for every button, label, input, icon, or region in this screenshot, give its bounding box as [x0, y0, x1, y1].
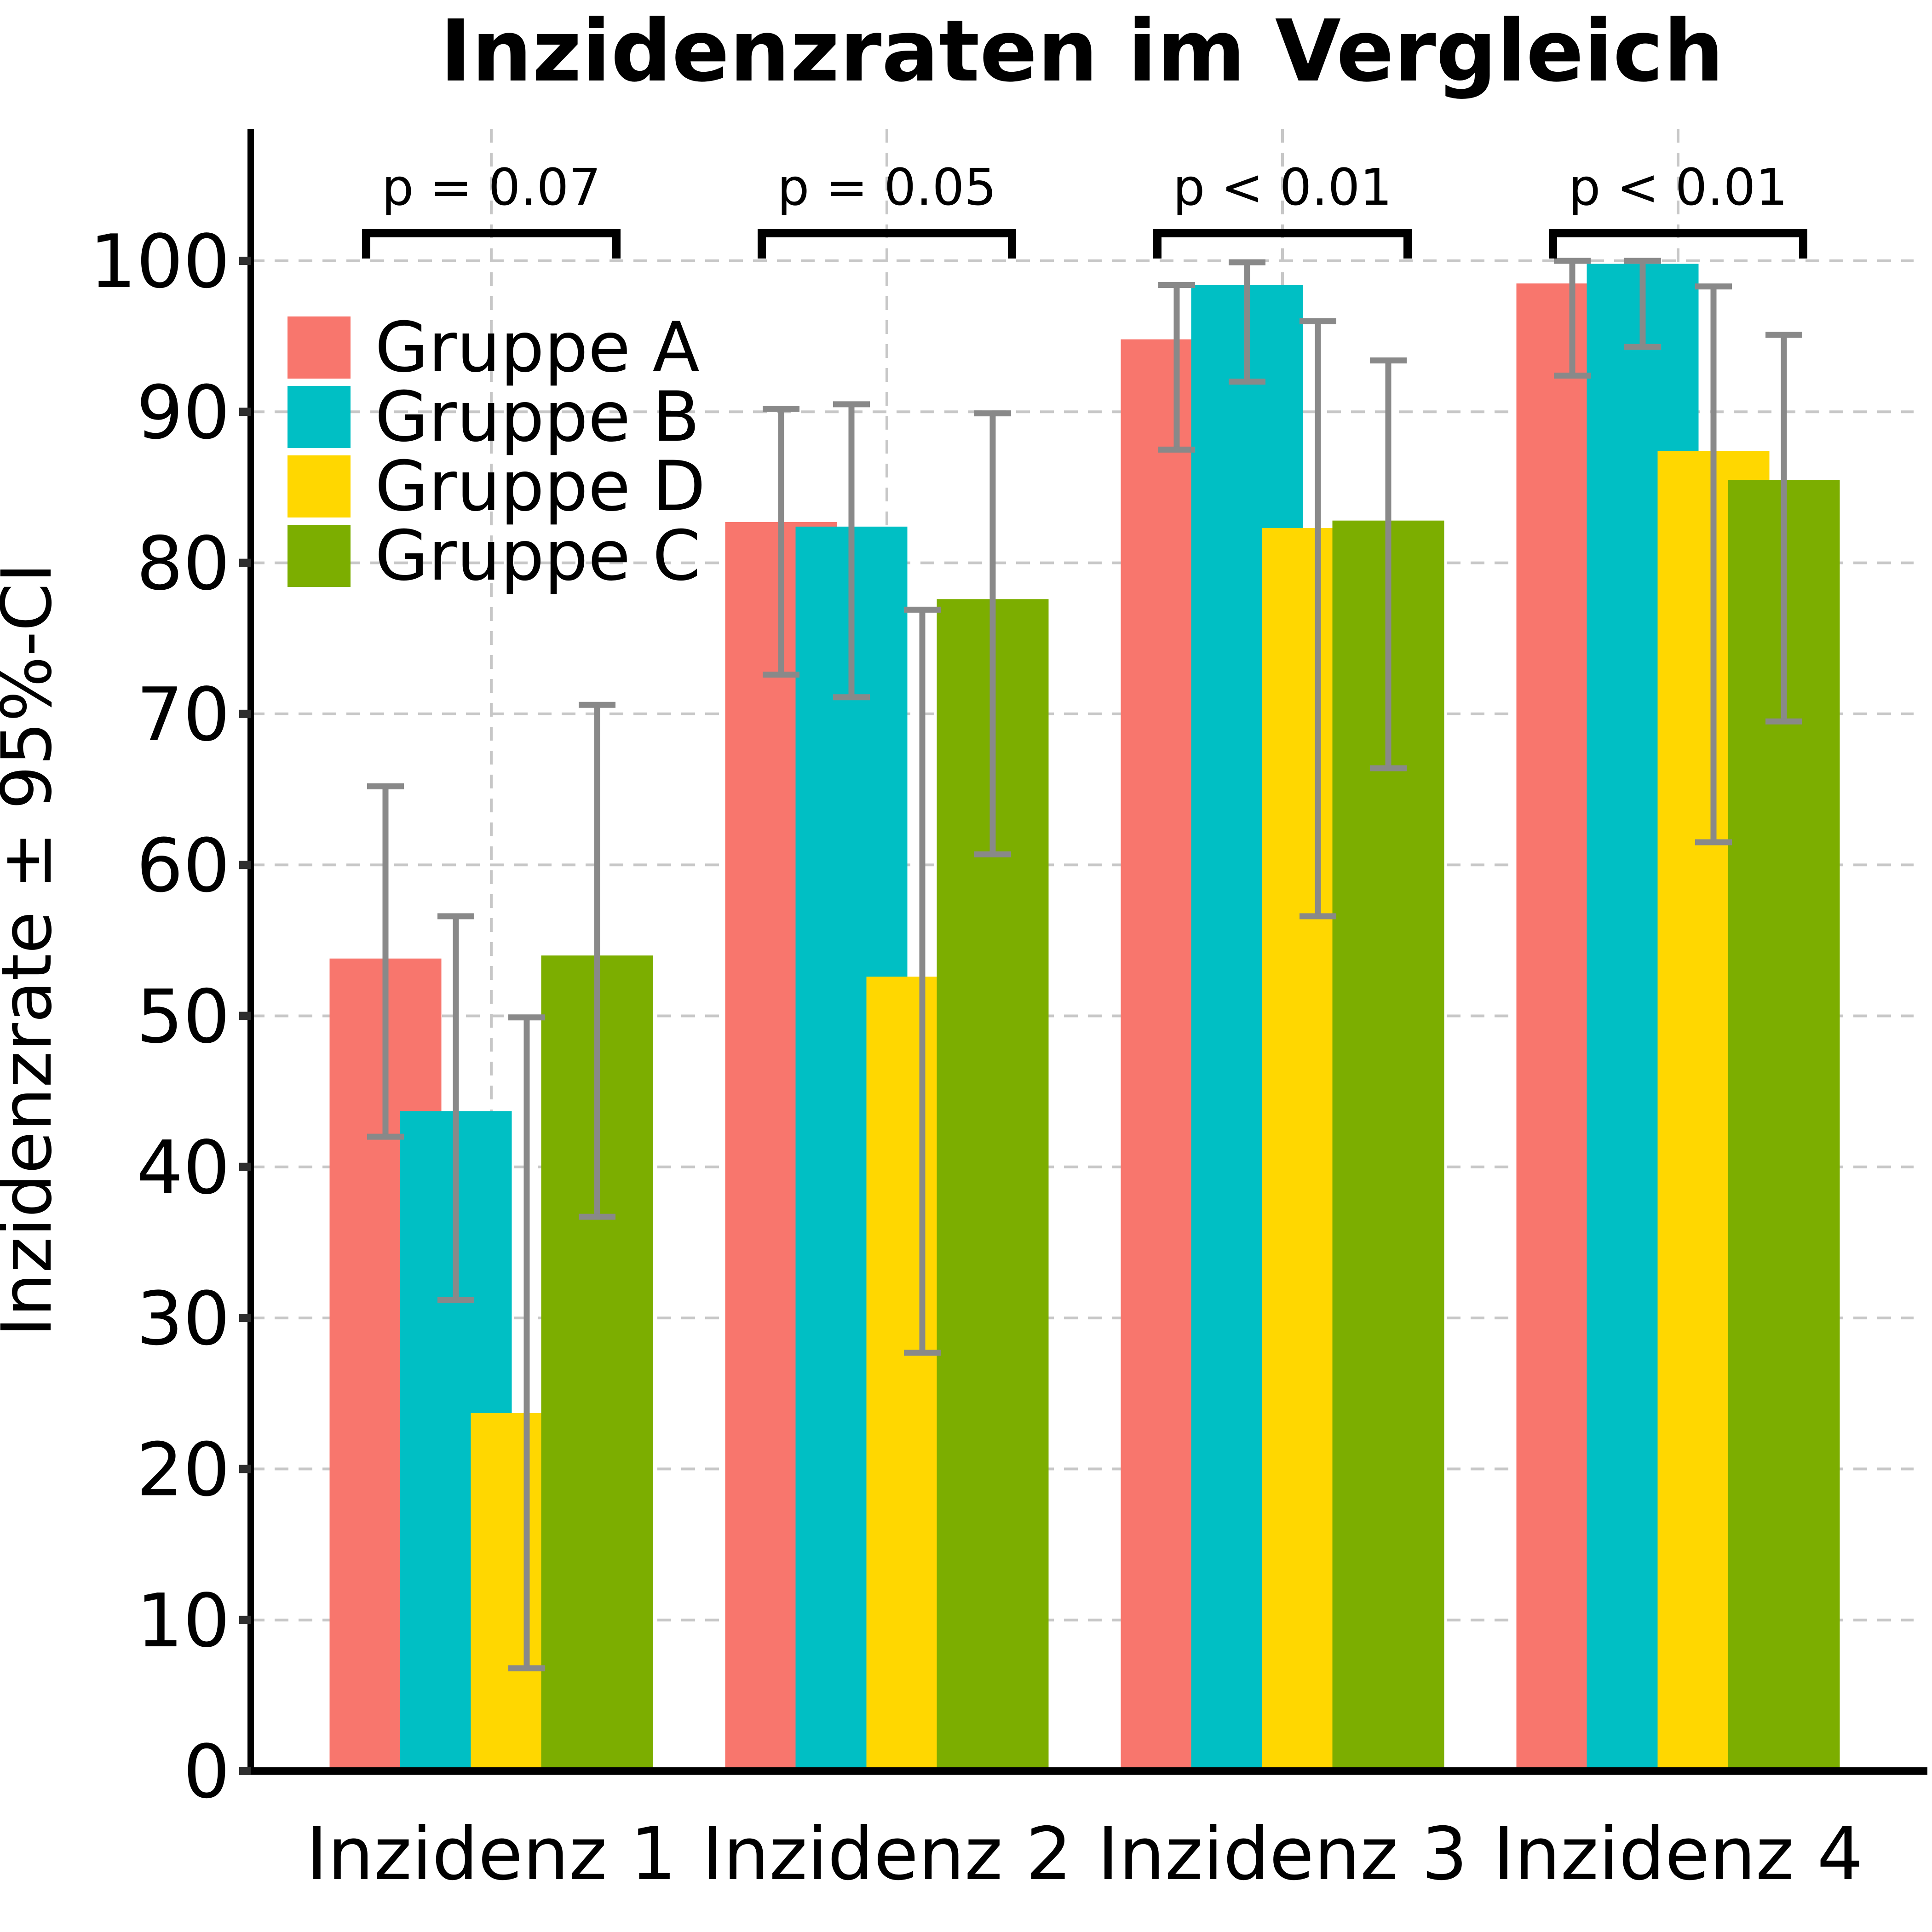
legend-label-gruppe-d: Gruppe D [375, 447, 706, 527]
legend-swatch-gruppe-a [288, 316, 351, 379]
axes-layer: 0 10 20 30 40 50 60 70 80 90 100 Inzidenz 1 Inzidenz… [90, 129, 1927, 1897]
p-value-label-1: p = 0.07 [382, 158, 601, 217]
significance-bracket-3 [1153, 229, 1412, 259]
legend-swatch-gruppe-c [288, 525, 351, 587]
y-tick-label-30: 30 [136, 1276, 230, 1362]
y-tick-label-90: 90 [136, 369, 230, 455]
significance-bracket-2 [758, 229, 1016, 259]
y-tick-label-70: 70 [136, 672, 230, 758]
y-axis-label: Inzidenzrate ± 95%-CI [0, 563, 67, 1337]
legend-label-gruppe-b: Gruppe B [375, 377, 700, 457]
x-tick-label-3: Inzidenz 3 [1098, 1812, 1468, 1897]
y-tick-label-0: 0 [183, 1729, 230, 1815]
y-tick-label-40: 40 [136, 1125, 230, 1211]
y-tick-label-20: 20 [136, 1426, 230, 1512]
y-tick-label-80: 80 [136, 521, 230, 607]
y-tick-label-10: 10 [136, 1578, 230, 1664]
x-tick-label-4: Inzidenz 4 [1493, 1812, 1863, 1897]
legend-label-gruppe-a: Gruppe A [375, 308, 700, 388]
y-tick-label-60: 60 [136, 822, 230, 908]
significance-bracket-1 [362, 229, 621, 259]
y-tick-label-50: 50 [136, 974, 230, 1060]
y-tick-label-100: 100 [90, 218, 230, 305]
legend-label-gruppe-c: Gruppe C [375, 516, 701, 596]
annotation-layer: p = 0.07 p = 0.05 p < 0.01 p < 0.01 [362, 158, 1807, 259]
errorbars-layer [367, 258, 1802, 1672]
legend-swatch-gruppe-d [288, 455, 351, 518]
p-value-label-4: p < 0.01 [1569, 158, 1788, 217]
p-value-label-2: p = 0.05 [777, 158, 997, 217]
legend-swatch-gruppe-b [288, 386, 351, 448]
x-tick-label-1: Inzidenz 1 [306, 1812, 677, 1897]
x-tick-label-2: Inzidenz 2 [702, 1812, 1072, 1897]
p-value-label-3: p < 0.01 [1173, 158, 1392, 217]
significance-bracket-4 [1549, 229, 1807, 259]
chart-title: Inzidenzraten im Vergleich [440, 1, 1724, 101]
